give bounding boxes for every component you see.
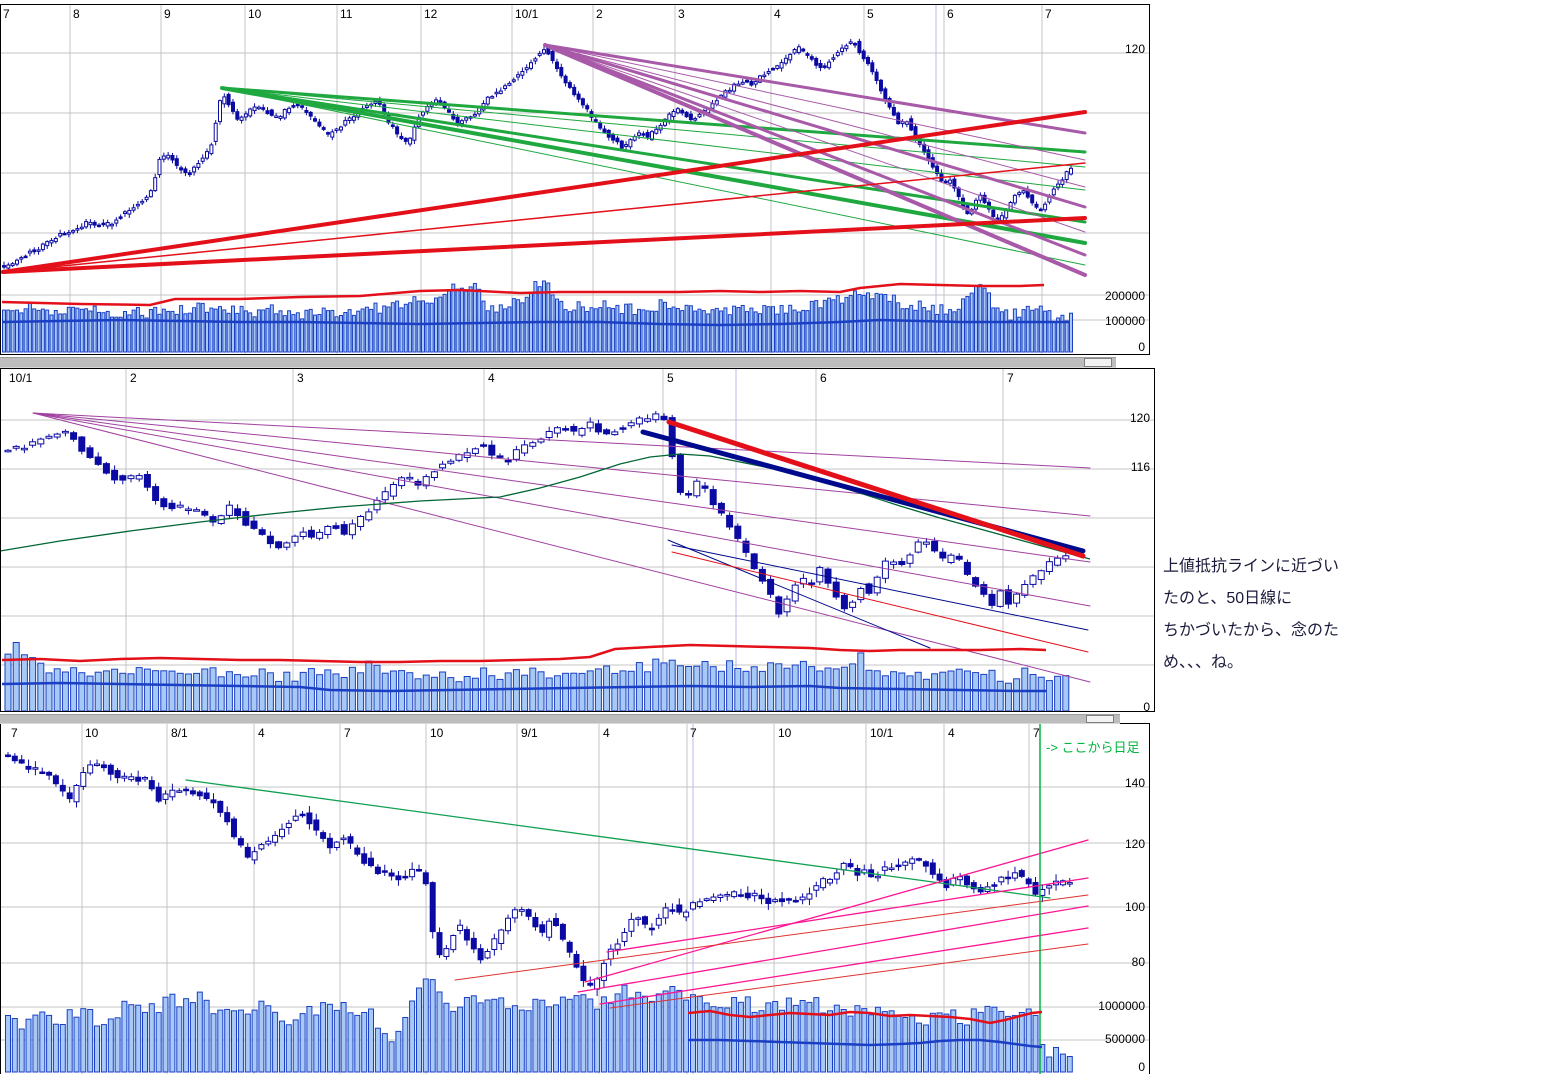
daily-halfyear-chart: 10/1 2 3 4 5 6 7 120 116 0 bbox=[0, 368, 1155, 714]
daily-1year-chart: 7 8 9 10 11 12 10/1 2 3 4 5 6 7 120 200000 100000 0 bbox=[0, 4, 1150, 355]
svg-text:10/1: 10/1 bbox=[870, 726, 894, 740]
weekly-3year-volume-bars bbox=[5, 978, 1073, 1073]
weekly-3year-volume-ma-2 bbox=[688, 1038, 1043, 1049]
weekly-3year-trendlines bbox=[185, 722, 1089, 1074]
svg-text:7: 7 bbox=[690, 726, 697, 740]
svg-text:4: 4 bbox=[774, 7, 781, 21]
chart1-scrollbar-thumb[interactable] bbox=[1084, 358, 1112, 367]
svg-text:10: 10 bbox=[778, 726, 792, 740]
daily-halfyear-candles bbox=[4, 411, 1070, 618]
svg-text:80: 80 bbox=[1132, 955, 1146, 969]
svg-text:2: 2 bbox=[596, 7, 603, 21]
svg-text:10/1: 10/1 bbox=[9, 371, 33, 385]
svg-text:0: 0 bbox=[1143, 700, 1150, 714]
svg-text:116: 116 bbox=[1131, 460, 1150, 474]
svg-text:7: 7 bbox=[1033, 726, 1040, 740]
daily-halfyear-x-axis-labels: 10/1 2 3 4 5 6 7 bbox=[9, 371, 1014, 385]
daily-note-label: -> ここから日足 bbox=[1046, 740, 1140, 755]
svg-text:3: 3 bbox=[678, 7, 685, 21]
svg-text:100000: 100000 bbox=[1105, 314, 1145, 328]
daily-1year-volume-ma-2 bbox=[1, 318, 1070, 327]
svg-text:200000: 200000 bbox=[1105, 289, 1145, 303]
svg-text:3: 3 bbox=[297, 371, 304, 385]
svg-text:7: 7 bbox=[1045, 7, 1052, 21]
daily-1year-trendlines bbox=[1, 43, 1087, 277]
svg-text:4: 4 bbox=[488, 371, 495, 385]
svg-text:7: 7 bbox=[11, 726, 18, 740]
svg-text:0: 0 bbox=[1138, 1060, 1145, 1074]
svg-text:120: 120 bbox=[1125, 837, 1145, 851]
svg-text:100: 100 bbox=[1125, 900, 1145, 914]
daily-1year-volume-ma-1 bbox=[1, 282, 1045, 307]
svg-text:2: 2 bbox=[130, 371, 137, 385]
svg-text:10: 10 bbox=[85, 726, 99, 740]
weekly-3year-chart: 7 10 8/1 4 7 10 9/1 4 7 10 10/1 4 7 140 120 100 80 100000… bbox=[0, 722, 1150, 1074]
svg-text:6: 6 bbox=[947, 7, 954, 21]
svg-text:8/1: 8/1 bbox=[171, 726, 188, 740]
weekly-3year-y-axis-labels: 140 120 100 80 1000000 500000 0 bbox=[1098, 776, 1145, 1074]
svg-text:11: 11 bbox=[340, 7, 353, 21]
svg-text:8: 8 bbox=[73, 7, 80, 21]
daily-halfyear-volume-ma-1 bbox=[1, 643, 1047, 664]
chart2-scrollbar[interactable] bbox=[0, 714, 1120, 724]
weekly-3year-x-axis-labels: 7 10 8/1 4 7 10 9/1 4 7 10 10/1 4 7 bbox=[11, 726, 1040, 740]
svg-text:4: 4 bbox=[603, 726, 610, 740]
daily-halfyear-y-axis-labels: 120 116 0 bbox=[1130, 411, 1150, 714]
daily-halfyear-trendlines bbox=[0, 412, 1091, 683]
svg-text:6: 6 bbox=[820, 371, 827, 385]
daily-halfyear-volume-bars bbox=[4, 642, 1070, 712]
svg-text:10/1: 10/1 bbox=[515, 7, 539, 21]
svg-text:5: 5 bbox=[867, 7, 874, 21]
svg-text:0: 0 bbox=[1138, 340, 1145, 354]
svg-text:9/1: 9/1 bbox=[521, 726, 538, 740]
svg-text:4: 4 bbox=[948, 726, 955, 740]
chart2-scrollbar-thumb[interactable] bbox=[1086, 715, 1114, 723]
daily-halfyear-border bbox=[0, 368, 1155, 712]
annotation-line-4: め、、、ね。 bbox=[1163, 654, 1244, 671]
svg-text:10: 10 bbox=[248, 7, 262, 21]
annotation-text: 上値抵抗ラインに近づい たのと、50日線に ちかづいたから、念のた め、、、ね。 bbox=[1163, 551, 1368, 679]
annotation-line-3: ちかづいたから、念のた bbox=[1163, 622, 1340, 639]
daily-1year-border bbox=[0, 4, 1150, 355]
svg-text:9: 9 bbox=[164, 7, 171, 21]
annotation-line-1: 上値抵抗ラインに近づい bbox=[1163, 558, 1340, 575]
daily-1year-y-axis-labels: 120 200000 100000 0 bbox=[1105, 42, 1145, 354]
weekly-3year-volume-ma-1 bbox=[687, 1009, 1043, 1025]
daily-halfyear-volume-ma-2 bbox=[1, 681, 1046, 693]
svg-text:4: 4 bbox=[258, 726, 265, 740]
svg-text:120: 120 bbox=[1125, 42, 1145, 56]
weekly-3year-candles bbox=[5, 752, 1073, 997]
annotation-line-2: たのと、50日線に bbox=[1163, 590, 1293, 607]
svg-text:10: 10 bbox=[430, 726, 444, 740]
svg-text:7: 7 bbox=[344, 726, 351, 740]
daily-1year-x-axis-labels: 7 8 9 10 11 12 10/1 2 3 4 5 6 7 bbox=[3, 7, 1052, 21]
svg-text:12: 12 bbox=[424, 7, 438, 21]
svg-text:500000: 500000 bbox=[1105, 1032, 1145, 1046]
svg-text:7: 7 bbox=[1007, 371, 1014, 385]
svg-text:7: 7 bbox=[3, 7, 10, 21]
svg-text:140: 140 bbox=[1125, 776, 1145, 790]
svg-text:120: 120 bbox=[1130, 411, 1150, 425]
svg-text:1000000: 1000000 bbox=[1098, 999, 1145, 1013]
svg-text:5: 5 bbox=[667, 371, 674, 385]
chart1-scrollbar[interactable] bbox=[0, 357, 1116, 368]
